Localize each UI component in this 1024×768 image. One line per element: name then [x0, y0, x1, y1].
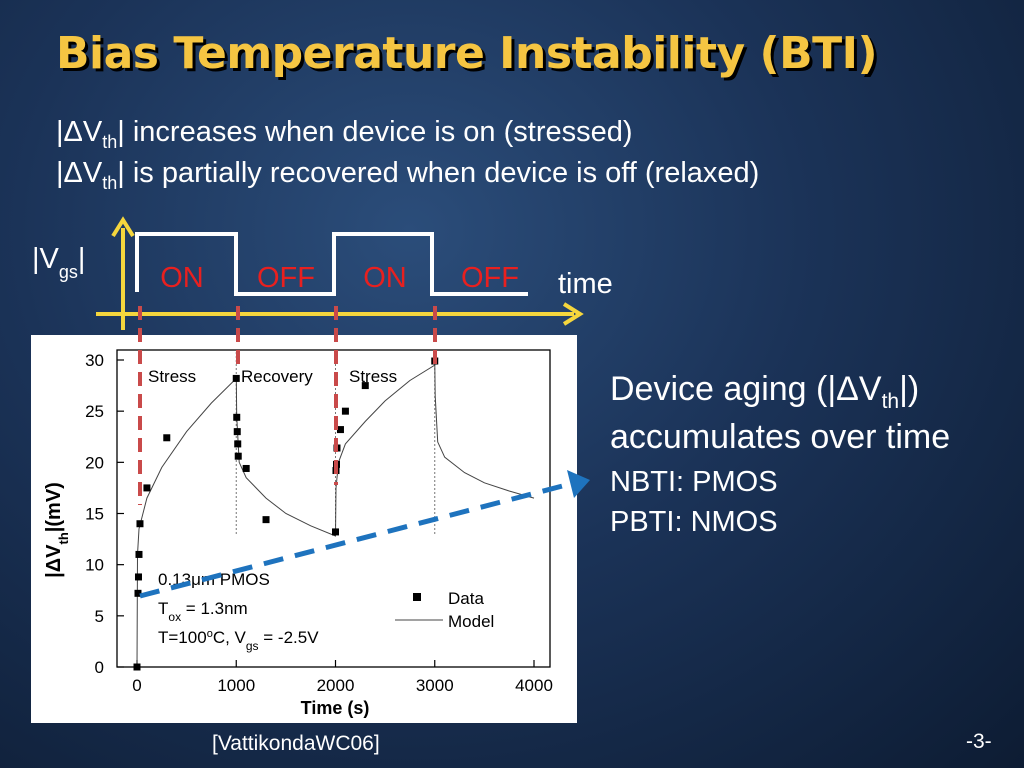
aging-line-1-prefix: Device aging (|ΔV — [610, 370, 882, 408]
aging-trend-arrowhead — [567, 470, 590, 498]
data-point — [233, 413, 241, 421]
data-point — [233, 428, 241, 436]
annotation-conditions: T=100oC, Vgs = -2.5V — [158, 628, 319, 653]
slide-title: Bias Temperature Instability (BTI) — [56, 28, 878, 79]
data-point — [234, 452, 242, 460]
data-point — [332, 528, 339, 536]
data-point — [134, 573, 142, 581]
data-point — [163, 434, 171, 442]
bullet-stress: |ΔVth| increases when device is on (stre… — [56, 116, 633, 153]
y-tick-label: 10 — [85, 556, 104, 575]
bullet-recovery: |ΔVth| is partially recovered when devic… — [56, 157, 759, 194]
x-tick-label: 0 — [132, 676, 141, 695]
vgs-axis-arrowhead — [111, 216, 135, 238]
bullet-recovery-sub: th — [102, 172, 118, 193]
data-point — [134, 589, 142, 597]
aging-line-1: Device aging (|ΔVth|) — [610, 370, 919, 414]
y-tick-label: 30 — [85, 351, 104, 370]
annotation-tox: Tox = 1.3nm — [158, 599, 248, 624]
bullet-stress-sub: th — [102, 131, 118, 152]
data-point — [136, 520, 144, 528]
data-point — [341, 407, 349, 415]
region-label: Recovery — [241, 367, 313, 386]
aging-trend-line — [139, 480, 575, 599]
data-point — [232, 374, 240, 382]
region-label: Stress — [148, 367, 196, 386]
x-tick-label: 2000 — [317, 676, 355, 695]
plot-panel — [31, 335, 577, 723]
data-point — [242, 464, 250, 472]
x-tick-label: 4000 — [515, 676, 553, 695]
x-tick-label: 1000 — [217, 676, 255, 695]
legend-model-label: Model — [448, 612, 494, 631]
series-model-line — [136, 364, 535, 668]
phase-label-on: ON — [160, 262, 204, 294]
aging-line-2: accumulates over time — [610, 418, 951, 456]
phase-label-off: OFF — [257, 262, 315, 294]
y-tick-label: 25 — [85, 402, 104, 421]
y-tick-label: 15 — [85, 505, 104, 524]
data-point — [135, 550, 143, 558]
region-label: Stress — [349, 367, 397, 386]
y-tick-label: 20 — [85, 453, 104, 472]
page-number: -3- — [966, 730, 992, 753]
bullet-stress-prefix: |ΔV — [56, 116, 103, 148]
plot-frame — [116, 349, 551, 668]
x-tick-label: 3000 — [416, 676, 454, 695]
data-point — [143, 484, 151, 492]
citation: [VattikondaWC06] — [212, 732, 380, 755]
phase-label-on: ON — [363, 262, 407, 294]
time-label: time — [558, 268, 613, 300]
x-axis-title: Time (s) — [301, 698, 370, 718]
data-point — [234, 440, 242, 448]
legend-data-label: Data — [448, 589, 484, 608]
bullet-recovery-prefix: |ΔV — [56, 157, 103, 189]
vgs-label: |Vgs| — [32, 243, 85, 282]
time-axis-arrowhead — [562, 302, 584, 326]
bullet-recovery-text: | is partially recovered when device is … — [117, 157, 760, 189]
phase-label-off: OFF — [461, 262, 519, 294]
aging-line-1-suffix: |) — [899, 370, 920, 408]
legend-data-marker — [413, 593, 421, 601]
nbti-label: NBTI: PMOS — [610, 466, 778, 498]
pbti-label: PBTI: NMOS — [610, 506, 778, 538]
data-point — [336, 426, 344, 434]
bullet-stress-text: | increases when device is on (stressed) — [117, 116, 633, 148]
vgs-square-wave — [135, 232, 528, 296]
data-point — [262, 516, 270, 524]
data-point — [361, 382, 369, 390]
y-tick-label: 5 — [95, 607, 104, 626]
data-point — [133, 663, 141, 671]
aging-line-1-sub: th — [881, 389, 900, 413]
y-axis-title: |ΔVth|(mV) — [43, 482, 71, 578]
y-tick-label: 0 — [95, 658, 104, 677]
